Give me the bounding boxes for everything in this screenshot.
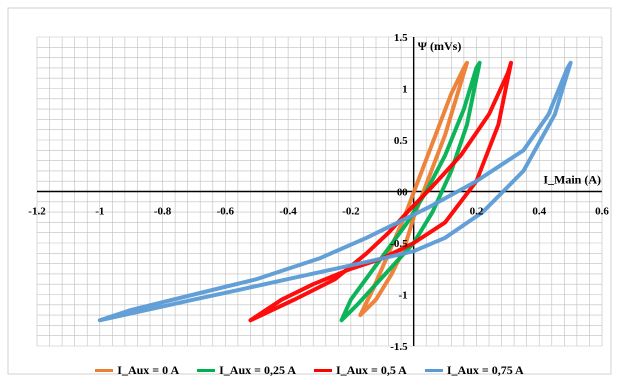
y-tick-label-4: 0.5	[394, 135, 408, 147]
legend-label-1: I_Aux = 0,25 A	[219, 362, 296, 377]
y-tick-label-0: -1.5	[390, 341, 408, 353]
legend: I_Aux = 0 A I_Aux = 0,25 A I_Aux = 0,5 A…	[0, 360, 619, 380]
chart-series	[97, 60, 573, 323]
chart-ticks: -1.2 -1 -0.8 -0.6 -0.4 -0.2 0.2 0.4 0.6 -1.5 -1 -0.…	[28, 32, 609, 353]
legend-swatch-1	[197, 368, 216, 372]
x-tick-label-9: 0.6	[595, 206, 609, 218]
x-tick-label-2: -0.8	[154, 206, 172, 218]
x-tick-label-8: 0.4	[532, 206, 546, 218]
legend-label-0: I_Aux = 0 A	[117, 362, 180, 377]
origin-tick-label: 0	[397, 187, 403, 199]
legend-item-3: I_Aux = 0,75 A	[424, 360, 524, 380]
y-tick-label-3: 0	[402, 187, 408, 199]
legend-swatch-2	[314, 368, 332, 372]
y-tick-label-2: -0.5	[390, 238, 408, 250]
legend-swatch-3	[424, 368, 443, 372]
x-tick-label-3: -0.6	[217, 206, 235, 218]
x-tick-label-0: -1.2	[28, 206, 46, 218]
legend-label-3: I_Aux = 0,75 A	[446, 362, 524, 377]
x-tick-label-7: 0.2	[470, 206, 484, 218]
legend-item-2: I_Aux = 0,5 A	[314, 360, 407, 380]
series-line-1	[339, 60, 482, 323]
x-tick-label-5: -0.2	[342, 206, 360, 218]
legend-label-2: I_Aux = 0,5 A	[336, 362, 407, 377]
y-tick-label-6: 1.5	[394, 32, 408, 44]
legend-item-1: I_Aux = 0,25 A	[197, 360, 296, 380]
y-tick-label-1: -1	[398, 290, 407, 302]
x-tick-label-1: -1	[95, 206, 104, 218]
series-line-2	[248, 60, 513, 323]
y-axis-title: Ψ (mVs)	[418, 39, 462, 53]
legend-swatch-0	[95, 368, 114, 372]
x-tick-label-4: -0.4	[279, 206, 297, 218]
series-line-3	[97, 60, 573, 323]
legend-item-0: I_Aux = 0 A	[95, 360, 179, 380]
y-tick-label-5: 1	[402, 84, 408, 96]
x-axis-title: I_Main (A)	[543, 173, 601, 187]
